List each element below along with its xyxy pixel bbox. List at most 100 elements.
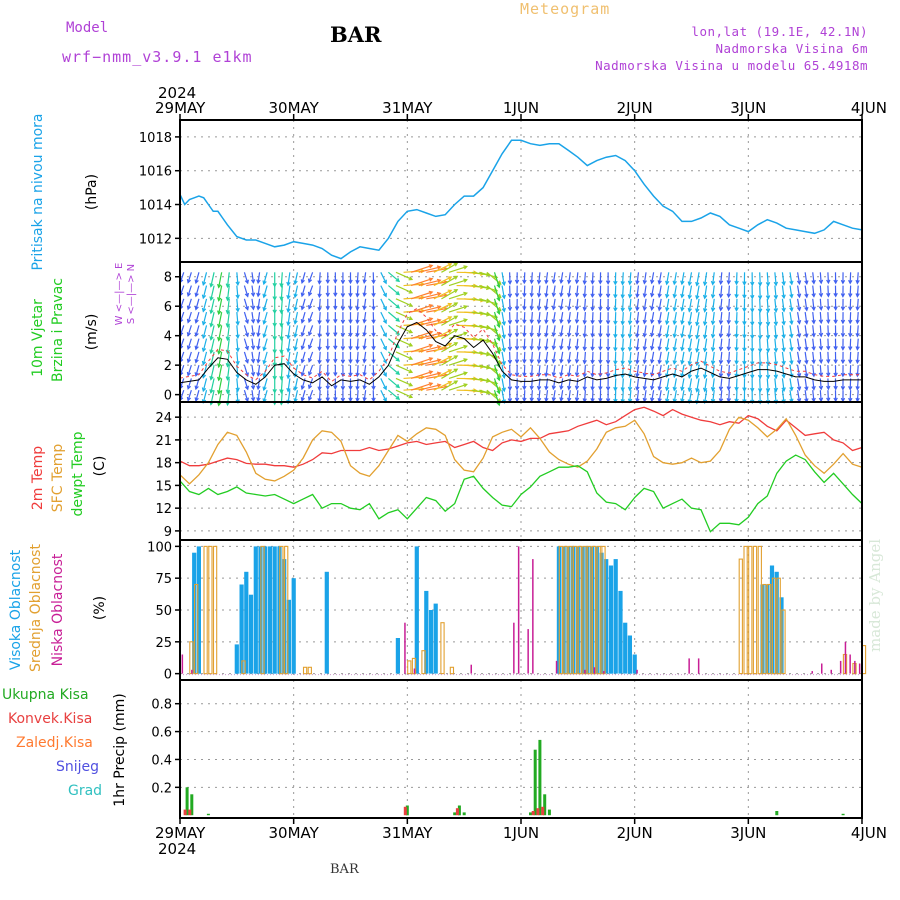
wind-arrow (236, 338, 239, 352)
y-tick-label: 100 (147, 540, 172, 555)
wind-arrow (591, 285, 594, 297)
wind-arrow (380, 272, 387, 284)
wind-arrow (538, 298, 541, 310)
wind-arrow-head (362, 292, 367, 298)
wind-arrow-head (209, 309, 214, 315)
mid-cloud-bar (757, 545, 762, 675)
wind-arrow-head (348, 292, 353, 298)
mid-cloud-bar (407, 660, 412, 675)
wind-arrow-head (507, 320, 513, 325)
wind-arrow (263, 338, 268, 351)
wind-arrow (187, 298, 192, 310)
wind-arrow (789, 285, 793, 298)
wind-arrow (673, 378, 677, 391)
mid-cloud-bar (596, 545, 601, 675)
wind-arrow (568, 365, 571, 377)
wind-arrow (243, 364, 249, 377)
wind-arrow-head (436, 291, 442, 297)
wind-arrow (236, 285, 239, 299)
wind-arrow-head (605, 346, 611, 352)
wind-arrow-head (567, 372, 572, 378)
wind-arrow (552, 298, 556, 310)
wind-arrow-head (750, 281, 755, 287)
wind-arrow (856, 285, 859, 297)
wind-arrow-head (833, 345, 838, 351)
wind-arrow (774, 390, 777, 404)
wind-arrow-head (496, 323, 501, 329)
wind-arrow (636, 272, 640, 284)
wind-arrow-head (501, 321, 506, 326)
wind-arrow-head (529, 397, 534, 403)
wind-arrow (448, 265, 468, 273)
wind-arrow (538, 338, 541, 350)
wind-arrow-head (695, 374, 700, 380)
y-tick-label: 0.2 (151, 781, 172, 796)
wind-arrow-head (613, 280, 618, 286)
wind-arrow-head (620, 281, 625, 286)
wind-arrow-head (840, 372, 846, 378)
wind-arrow (720, 285, 723, 298)
wind-arrow (827, 351, 830, 363)
wind-arrow (479, 271, 498, 278)
wind-arrow-head (627, 360, 633, 365)
wind-arrow (576, 298, 579, 310)
wind-arrow-head (687, 374, 692, 380)
wind-arrow-head (702, 321, 708, 327)
wind-arrow-head (333, 372, 338, 377)
wind-arrow-head (293, 333, 298, 339)
mid-cloud-bar (307, 666, 312, 675)
wind-arrow-head (718, 333, 724, 339)
wind-arrow (479, 377, 498, 385)
wind-arrow-head (507, 386, 513, 392)
wind-arrow-head (371, 332, 376, 338)
wind-arrow-head (650, 385, 655, 391)
wind-arrow-head (436, 371, 442, 376)
wind-arrow (591, 272, 594, 284)
wind-arrow-head (317, 359, 322, 365)
wind-arrow (486, 271, 502, 285)
wind-arrow (688, 378, 693, 392)
wind-arrow-head (225, 323, 230, 328)
wind-arrow-head (848, 319, 853, 325)
wind-arrow (433, 316, 452, 326)
wind-arrow (658, 365, 662, 377)
hail-legend: Grad (68, 783, 102, 799)
wind-arrow (781, 378, 785, 391)
wind-arrow-head (428, 264, 434, 269)
wind-arrow-head (428, 304, 434, 309)
wind-arrow (356, 298, 359, 310)
convective-precip-bar (536, 808, 540, 816)
total-precip-bar (405, 805, 409, 816)
wind-arrow-head (840, 293, 846, 298)
wind-arrow-head (710, 373, 716, 379)
wind-arrow (538, 312, 541, 324)
wind-arrow-head (536, 293, 542, 298)
wind-arrow (796, 378, 801, 390)
wind-arrow (410, 371, 433, 379)
wind-arrow-head (325, 332, 330, 338)
wind-arrow-head (514, 306, 520, 311)
wind-arrow (560, 312, 564, 323)
wind-arrow (856, 272, 859, 284)
wind-arrow-head (734, 307, 739, 312)
wind-arrow-head (325, 279, 330, 285)
wind-arrow-head (818, 332, 824, 338)
wind-arrow-head (186, 371, 192, 377)
wind-arrow-head (750, 294, 755, 300)
total-precip-legend: Ukupna Kisa (2, 687, 89, 703)
wind-arrow-head (395, 277, 401, 283)
wind-arrow (433, 381, 452, 391)
wind-arrow (688, 285, 693, 299)
wind-arrow-head (590, 306, 595, 312)
wind-arrow-head (781, 334, 786, 339)
wind-arrow (583, 285, 587, 298)
wind-arrow-head (598, 319, 603, 325)
wind-arrow-head (522, 292, 527, 298)
dewpt-temp-label: dewpt Temp (70, 431, 86, 516)
wind-arrow (591, 365, 594, 377)
wind-arrow (681, 338, 685, 351)
wind-arrow (308, 338, 314, 349)
wind-arrow-head (447, 369, 453, 374)
wind-arrow (287, 378, 291, 392)
wind-arrow (195, 285, 200, 297)
